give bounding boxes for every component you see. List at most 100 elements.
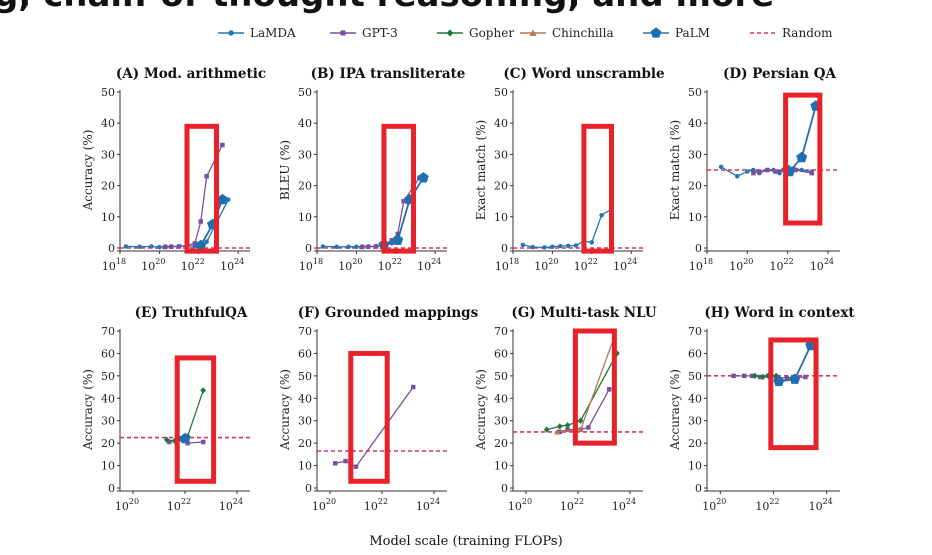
data-point [360, 244, 365, 250]
x-axis-label: Model scale (training FLOPs) [369, 534, 562, 549]
y-tick-label: 50 [494, 86, 508, 99]
data-point [558, 243, 563, 249]
data-point [573, 243, 579, 248]
data-point [731, 373, 736, 379]
emergence-highlight-box [184, 123, 220, 254]
y-tick-label: 60 [494, 347, 508, 360]
panel-title: (H) Word in context [704, 305, 855, 321]
series-line [165, 144, 223, 248]
data-point [417, 172, 429, 183]
data-point [137, 244, 142, 250]
data-point [392, 234, 404, 245]
data-point [543, 426, 550, 433]
series-line [362, 177, 420, 248]
y-tick-label: 70 [494, 325, 508, 338]
x-tick-label: 1020 [534, 257, 558, 273]
data-point [564, 422, 571, 429]
panel-title: (E) TruthfulQA [135, 305, 248, 321]
y-tick-label: 30 [298, 148, 312, 161]
data-point [168, 244, 174, 249]
series-lamda [520, 206, 614, 250]
panel-title: (F) Grounded mappings [298, 305, 479, 321]
y-tick-label: 50 [688, 370, 702, 383]
y-tick-label: 30 [298, 415, 312, 428]
panel-title: (B) IPA transliterate [311, 66, 466, 82]
emergence-highlight-box [381, 123, 417, 254]
data-point [204, 174, 209, 179]
data-point [777, 170, 782, 176]
data-point [373, 244, 379, 249]
y-tick-label: 40 [298, 392, 312, 405]
y-tick-label: 40 [494, 117, 508, 130]
legend-marker [340, 30, 346, 36]
data-point [577, 417, 584, 424]
y-tick-label: 70 [298, 325, 312, 338]
emergence-highlight-box [581, 123, 614, 254]
legend-label: LaMDA [250, 26, 296, 40]
x-tick-label: 1020 [115, 497, 139, 513]
y-tick-label: 10 [688, 460, 702, 473]
y-tick-label: 40 [101, 117, 115, 130]
y-tick-label: 50 [688, 86, 702, 99]
data-point [200, 439, 206, 445]
data-point [784, 375, 790, 381]
x-tick-label: 1022 [167, 497, 191, 513]
y-tick-label: 20 [688, 437, 702, 450]
legend-label: PaLM [675, 26, 710, 40]
y-tick-label: 20 [298, 437, 312, 450]
data-point [589, 240, 595, 245]
x-tick-label: 1024 [416, 497, 440, 513]
legend-item-gopher: Gopher [437, 26, 514, 40]
data-point [176, 244, 182, 249]
series-palm [179, 432, 191, 444]
legend-marker [650, 27, 662, 38]
data-point [320, 244, 326, 249]
y-tick-label: 60 [688, 347, 702, 360]
y-tick-label: 20 [101, 437, 115, 450]
data-point [332, 461, 338, 466]
y-tick-label: 50 [298, 370, 312, 383]
x-tick-label: 1022 [181, 257, 205, 273]
y-tick-label: 30 [494, 148, 508, 161]
y-tick-label: 20 [494, 180, 508, 193]
data-point [554, 428, 561, 435]
x-tick-label: 1020 [141, 257, 165, 273]
y-tick-label: 40 [101, 392, 115, 405]
y-tick-label: 20 [688, 180, 702, 193]
data-point [149, 244, 154, 249]
x-tick-label: 1024 [809, 497, 833, 513]
x-tick-label: 1024 [417, 257, 441, 273]
x-tick-label: 1020 [729, 257, 753, 273]
data-point [530, 244, 535, 250]
data-point [550, 244, 555, 250]
data-point [365, 244, 371, 249]
y-tick-label: 40 [298, 117, 312, 130]
y-tick-label: 50 [101, 86, 115, 99]
data-point [401, 198, 406, 204]
data-point [577, 426, 584, 433]
data-point [789, 373, 801, 384]
data-point [556, 423, 563, 430]
y-tick-label: 70 [101, 325, 115, 338]
data-point [195, 239, 207, 251]
emergence-highlight-box [768, 337, 819, 451]
panel-F: (F) Grounded mappings0102030405060701020… [278, 305, 479, 513]
series-gpt-3 [163, 142, 225, 250]
data-point [167, 439, 172, 445]
legend: LaMDA GPT-3 Gopher Chinchilla PaLM Random [218, 26, 833, 40]
data-point [395, 231, 400, 237]
y-tick-label: 0 [695, 482, 702, 495]
y-axis-label: Accuracy (%) [668, 369, 682, 451]
data-point [542, 245, 547, 250]
data-point [752, 372, 758, 380]
y-tick-label: 10 [494, 211, 508, 224]
y-tick-label: 50 [101, 370, 115, 383]
data-point [157, 244, 162, 250]
y-axis-label: Accuracy (%) [474, 369, 488, 451]
y-tick-label: 0 [305, 242, 312, 255]
data-point [163, 436, 170, 443]
